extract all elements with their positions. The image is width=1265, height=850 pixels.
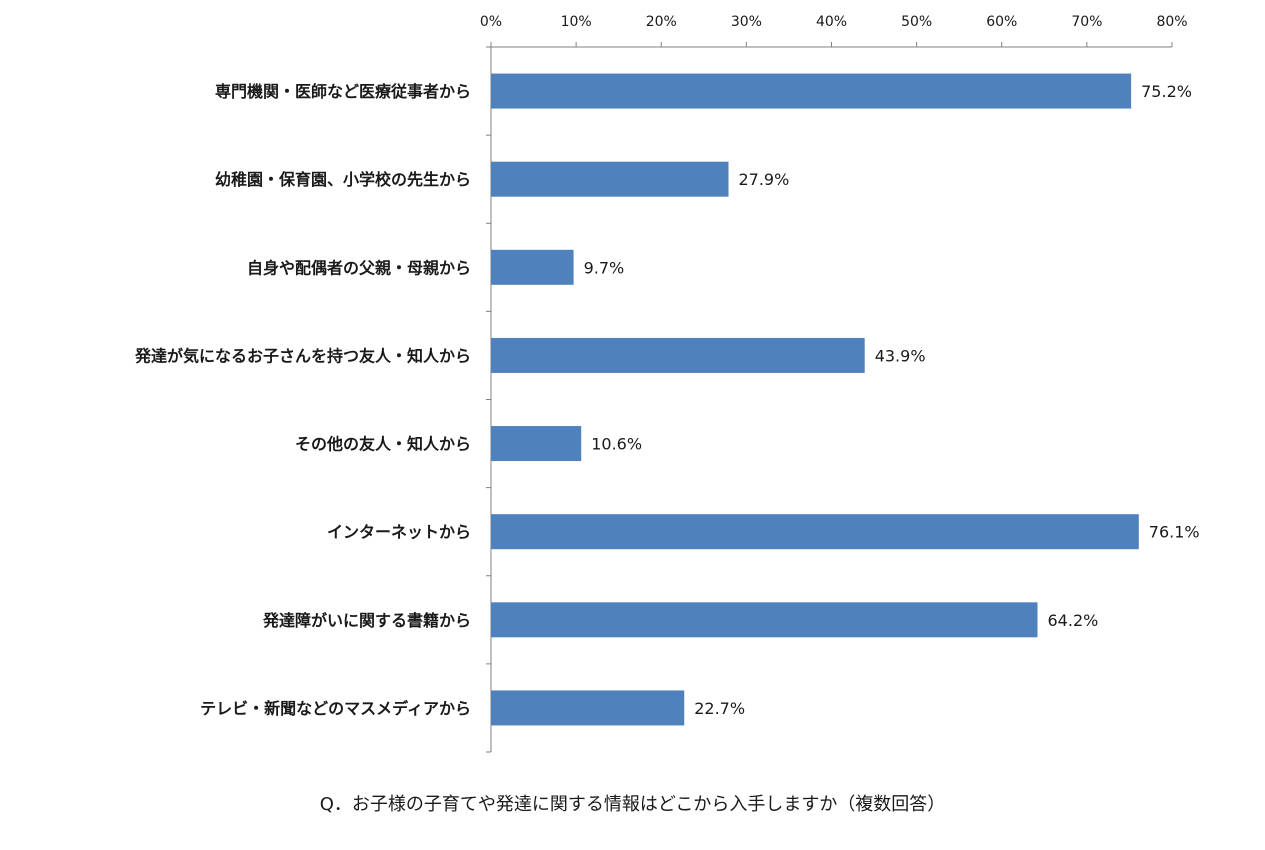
bar <box>491 426 582 462</box>
bar <box>491 249 574 285</box>
bar <box>491 690 685 726</box>
x-tick-label: 80% <box>1156 14 1187 30</box>
value-label: 22.7% <box>694 699 745 718</box>
question-caption: Q．お子様の子育てや発達に関する情報はどこから入手しますか（複数回答） <box>319 794 946 815</box>
x-tick-label: 30% <box>731 14 762 30</box>
x-tick-label: 50% <box>901 14 932 30</box>
category-label: 専門機関・医師など医療従事者から <box>215 82 471 101</box>
x-tick-label: 40% <box>816 14 847 30</box>
x-tick-label: 20% <box>646 14 677 30</box>
x-tick-label: 10% <box>561 14 592 30</box>
value-label: 27.9% <box>738 170 789 189</box>
category-label: 発達障がいに関する書籍から <box>262 611 471 630</box>
value-label: 76.1% <box>1149 523 1200 542</box>
value-label: 64.2% <box>1048 611 1099 630</box>
category-label: 幼稚園・保育園、小学校の先生から <box>215 170 471 189</box>
value-label: 10.6% <box>591 435 642 454</box>
x-tick-label: 70% <box>1071 14 1102 30</box>
bar <box>491 337 865 373</box>
x-tick-label: 60% <box>986 14 1017 30</box>
value-label: 9.7% <box>584 258 625 277</box>
category-label: その他の友人・知人から <box>295 435 471 454</box>
bar <box>491 514 1139 550</box>
value-label: 75.2% <box>1141 82 1192 101</box>
x-tick-label: 0% <box>480 14 502 30</box>
category-label: 発達が気になるお子さんを持つ友人・知人から <box>134 346 471 365</box>
value-label: 43.9% <box>875 346 926 365</box>
category-label: 自身や配偶者の父親・母親から <box>247 258 471 277</box>
bar <box>491 161 729 197</box>
category-label: テレビ・新聞などのマスメディアから <box>200 699 471 718</box>
bar <box>491 602 1038 638</box>
bar <box>491 73 1132 109</box>
category-label: インターネットから <box>327 523 471 542</box>
